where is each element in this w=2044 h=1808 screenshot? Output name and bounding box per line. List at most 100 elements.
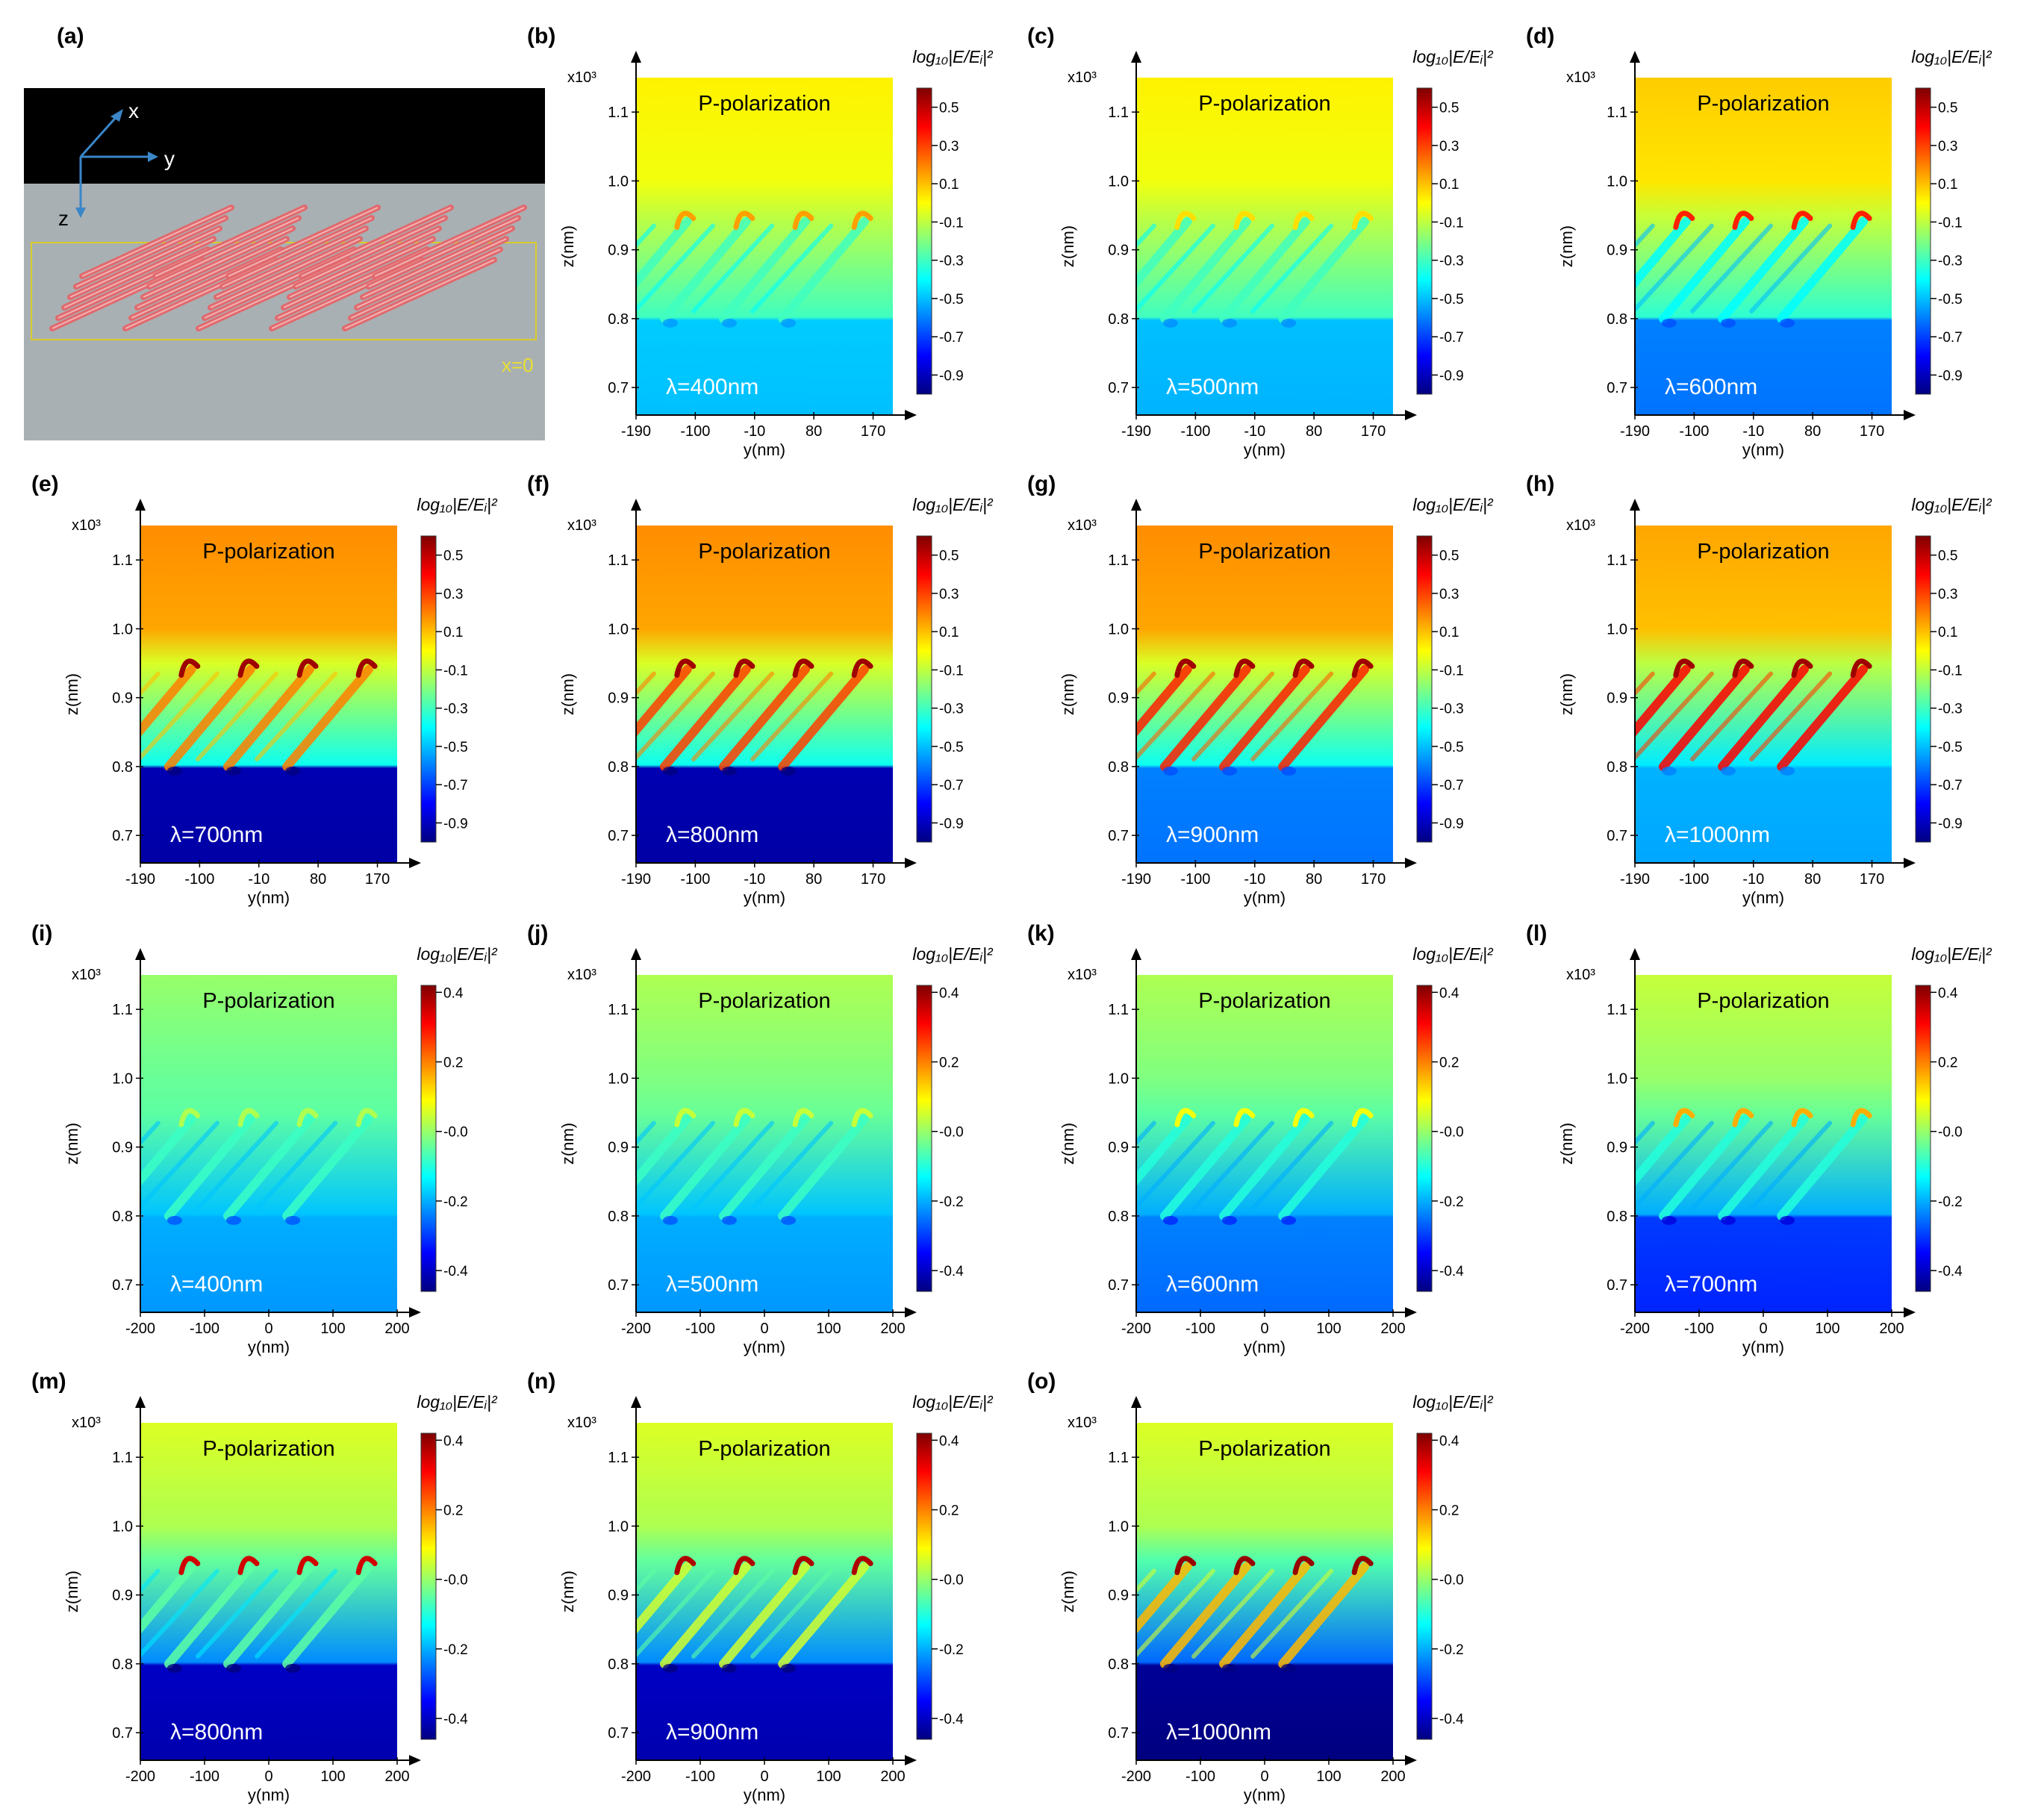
field-hotspot — [355, 658, 378, 678]
panel-letter: (l) — [1526, 921, 1547, 946]
colorbar-tick-label: 0.5 — [1938, 549, 1957, 564]
y-axis-label: z(nm) — [1557, 225, 1576, 267]
field-features — [1136, 1556, 1374, 1673]
field-hotspot — [792, 1108, 814, 1127]
y-tick-label: 0.8 — [1607, 759, 1627, 776]
field-dip — [1222, 1663, 1238, 1673]
field-streak — [719, 1562, 811, 1668]
colorbar-tick-label: -0.7 — [1938, 330, 1963, 346]
chart-panel-h: (h) 0.7 0.8 0.9 1.0 1.1 x10³ z(nm) -190 -100 -10 80… — [1526, 472, 1992, 907]
colorbar-tick-label: -0.7 — [1439, 778, 1464, 794]
x-tick-label: -190 — [1620, 871, 1650, 888]
y-axis-arrow — [631, 1396, 641, 1408]
colorbar-title: log₁₀|E/Eᵢ|² — [1412, 1392, 1494, 1412]
field-hotspot — [1174, 1108, 1197, 1127]
x-tick-label: 100 — [816, 1321, 841, 1337]
field-streak — [636, 671, 656, 696]
colorbar-tick-label: -0.4 — [1439, 1264, 1464, 1279]
x-tick-label: -200 — [621, 1321, 651, 1337]
y-tick-label: 1.1 — [608, 1002, 629, 1018]
x-axis-arrow — [1904, 858, 1916, 868]
colorbar-tick-label: -0.2 — [443, 1194, 468, 1210]
x-tick-label: 0 — [760, 1768, 768, 1785]
chart-panel-n: (n) 0.7 0.8 0.9 1.0 1.1 x10³ z(nm) -200 -100 0 100 2… — [527, 1369, 994, 1804]
y-tick-label: 0.9 — [112, 1140, 133, 1156]
x-tick-label: -190 — [621, 423, 651, 440]
field-dip — [1162, 1663, 1178, 1673]
field-features — [1635, 211, 1872, 328]
x-tick-label: 0 — [264, 1321, 272, 1337]
y-tick-label: 0.8 — [112, 1209, 133, 1225]
colorbar-tick-label: 0.1 — [939, 625, 959, 640]
x-axis-arrow — [905, 858, 917, 868]
colorbar-tick-label: 0.1 — [1439, 625, 1459, 640]
y-axis-label: z(nm) — [63, 673, 81, 715]
y-tick-label: 0.7 — [1607, 380, 1627, 396]
colorbar-tick-label: 0.3 — [939, 587, 959, 602]
chart-panel-l: (l) 0.7 0.8 0.9 1.0 1.1 x10³ z(nm) -200 -100 0 100 2… — [1526, 921, 1992, 1356]
x-tick-label: 80 — [806, 871, 822, 888]
x-axis-arrow — [79, 112, 121, 158]
field-hotspot — [1850, 658, 1872, 678]
x-tick-label: -100 — [184, 871, 214, 888]
colorbar-tick-label: -0.0 — [1439, 1573, 1464, 1589]
x-tick-label: 100 — [816, 1768, 841, 1785]
colorbar-tick-label: -0.3 — [443, 702, 468, 717]
colorbar — [916, 1433, 932, 1740]
heatmap-field — [140, 975, 397, 1312]
field-streak — [750, 1568, 834, 1659]
colorbar — [916, 535, 932, 843]
field-streak — [1219, 1114, 1311, 1221]
field-streak — [1136, 1568, 1215, 1659]
field-hotspot — [1174, 211, 1197, 230]
panel-letter: (a) — [57, 24, 84, 49]
x-axis-arrow — [1405, 858, 1417, 868]
field-dip — [226, 1663, 242, 1673]
field-streak — [636, 1568, 715, 1659]
nanowire-highlight — [81, 207, 232, 277]
x-tick-label: 170 — [1860, 423, 1884, 440]
heatmap-field — [1136, 975, 1393, 1312]
y-axis-label: z(nm) — [558, 673, 577, 715]
heatmap-field — [140, 1423, 397, 1760]
heatmap-field — [140, 526, 397, 863]
y-tick-label: 1.1 — [112, 552, 133, 569]
field-streak — [163, 1562, 255, 1668]
field-streak — [778, 216, 870, 323]
field-dip — [166, 1663, 182, 1673]
x-tick-label: 80 — [1306, 871, 1322, 888]
field-hotspot — [1351, 211, 1374, 230]
colorbar — [1416, 535, 1433, 843]
field-dip — [722, 1215, 738, 1225]
field-dip — [1281, 1215, 1297, 1225]
colorbar-tick-label: 0.1 — [1439, 177, 1459, 193]
colorbar-tick-label: -0.3 — [1938, 702, 1963, 717]
field-streak — [140, 671, 219, 761]
x-axis-label: y(nm) — [1742, 888, 1784, 907]
y-multiplier: x10³ — [567, 517, 596, 534]
field-dip — [1721, 318, 1736, 328]
wavelength-label: λ=1000nm — [1166, 1720, 1271, 1745]
field-dip — [1780, 318, 1795, 328]
field-streak — [223, 1114, 315, 1221]
field-streak — [636, 1562, 692, 1635]
field-hotspot — [178, 1556, 201, 1575]
x-tick-label: 200 — [1380, 1768, 1405, 1785]
colorbar — [420, 985, 437, 1292]
nanowire-highlight — [368, 217, 519, 287]
panel-letter: (m) — [31, 1369, 66, 1394]
x-tick-label: -200 — [125, 1768, 155, 1785]
field-streak — [1690, 1120, 1774, 1211]
chart-panel-m: (m) 0.7 0.8 0.9 1.0 1.1 x10³ z(nm) -200 -100 0 100 2… — [31, 1369, 498, 1804]
wavelength-label: λ=900nm — [1166, 823, 1259, 847]
y-tick-label: 1.0 — [112, 1070, 133, 1087]
field-streak — [1718, 664, 1810, 771]
colorbar-tick-label: 0.3 — [443, 587, 463, 602]
x-tick-label: 200 — [880, 1768, 905, 1785]
wavelength-label: λ=600nm — [1665, 375, 1757, 399]
field-streak — [1136, 671, 1156, 696]
nanowire-highlight — [69, 228, 220, 298]
x-axis-arrow — [1904, 410, 1916, 420]
field-hotspot — [237, 1108, 260, 1127]
y-axis-arrow — [1131, 51, 1141, 63]
